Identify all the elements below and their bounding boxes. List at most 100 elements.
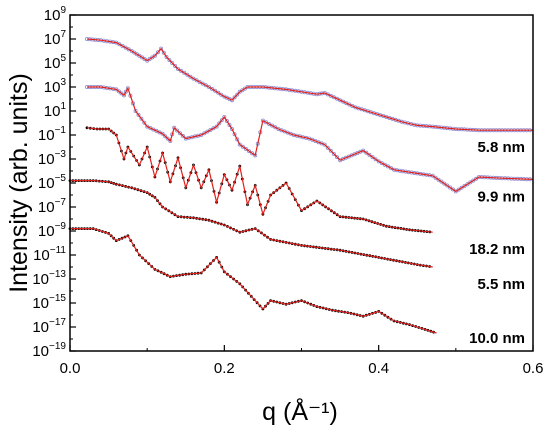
data-point <box>447 185 452 190</box>
data-point <box>154 128 159 133</box>
y-axis-title: Intensity (arb. units) <box>5 73 33 293</box>
fit-line <box>70 180 433 268</box>
data-point <box>155 50 160 55</box>
data-point <box>211 126 216 131</box>
data-point <box>122 93 127 98</box>
fit-line <box>70 228 437 334</box>
data-point <box>229 98 234 103</box>
data-point <box>250 151 255 156</box>
data-point <box>445 183 450 188</box>
data-point <box>222 115 227 120</box>
y-tick-label: 10−9 <box>38 221 67 240</box>
data-point <box>170 61 175 66</box>
data-point <box>161 50 166 55</box>
y-tick-label: 10−17 <box>32 317 66 336</box>
y-tick-label: 109 <box>44 5 67 24</box>
y-tick-label: 10−19 <box>32 341 66 360</box>
data-point <box>202 131 207 136</box>
data-point <box>163 134 168 139</box>
series-labels-layer: 5.8 nm 9.9 nm 18.2 nm 5.5 nm 10.0 nm <box>469 139 525 347</box>
y-tick-label: 10−15 <box>32 293 66 312</box>
x-tick-label: 0.4 <box>368 360 389 377</box>
data-point <box>471 178 476 183</box>
data-point <box>334 96 339 101</box>
y-tick-label: 10−3 <box>38 149 67 168</box>
data-point <box>206 85 211 90</box>
data-point <box>139 116 144 121</box>
data-point <box>116 89 121 94</box>
data-point <box>126 47 131 52</box>
data-point <box>142 120 147 125</box>
data-point <box>160 131 165 136</box>
data-point <box>341 99 346 104</box>
series-label: 5.8 nm <box>477 139 525 156</box>
data-point <box>148 126 153 131</box>
data-point <box>205 129 210 134</box>
y-tick-label: 10−5 <box>38 173 67 192</box>
data-point <box>203 83 208 88</box>
data-point <box>385 164 390 169</box>
series-label: 5.5 nm <box>477 276 525 293</box>
axes-layer: 0.0 0.2 0.4 0.6 109 107 105 103 101 10−1 10−3 10−5 1… <box>32 5 543 377</box>
data-point <box>217 121 222 126</box>
series-label: 10.0 nm <box>469 330 525 347</box>
y-tick-label: 103 <box>44 77 67 96</box>
data-point <box>364 150 369 155</box>
data-point <box>388 166 393 171</box>
data-point <box>325 92 330 97</box>
series-layer <box>68 37 534 334</box>
series-label: 18.2 nm <box>469 241 525 258</box>
fit-line <box>86 38 533 131</box>
data-point <box>136 112 141 117</box>
y-tick-label: 105 <box>44 53 67 72</box>
data-point <box>361 148 366 153</box>
data-point <box>235 92 240 97</box>
data-point <box>175 67 180 72</box>
data-point <box>453 189 458 194</box>
x-axis-title: q (Å⁻¹) <box>262 396 338 426</box>
data-point <box>197 80 202 85</box>
x-tick-label: 0.2 <box>214 360 235 377</box>
data-point <box>152 53 157 58</box>
data-point <box>179 68 184 73</box>
data-point <box>219 92 224 97</box>
data-point <box>175 128 180 133</box>
data-point <box>331 151 336 156</box>
y-tick-label: 101 <box>44 101 67 120</box>
data-point <box>267 122 272 127</box>
data-point <box>367 152 372 157</box>
data-point <box>191 76 196 81</box>
data-point <box>214 124 219 129</box>
data-point <box>157 130 162 135</box>
data-point <box>331 95 336 100</box>
data-point <box>462 183 467 188</box>
data-point <box>185 72 190 77</box>
data-point <box>235 137 240 142</box>
y-tick-label: 107 <box>44 29 67 48</box>
data-point <box>188 74 193 79</box>
data-point <box>85 126 89 130</box>
data-point <box>237 142 242 147</box>
data-point <box>151 127 156 132</box>
data-point <box>334 155 339 160</box>
data-point <box>145 124 150 129</box>
data-point <box>227 123 232 128</box>
data-point <box>165 136 170 141</box>
series-1 <box>85 37 533 133</box>
y-tick-label: 10−11 <box>33 245 66 264</box>
data-point <box>376 159 381 164</box>
data-point <box>216 90 221 95</box>
data-point <box>350 104 355 109</box>
data-point <box>232 132 237 137</box>
y-tick-label: 10−13 <box>32 269 66 288</box>
series-2 <box>85 85 534 194</box>
data-point <box>243 146 248 151</box>
data-point <box>328 148 333 153</box>
data-point <box>370 155 375 160</box>
data-point <box>450 187 455 192</box>
data-point <box>209 86 214 91</box>
data-point <box>208 127 213 132</box>
data-point <box>232 95 237 100</box>
